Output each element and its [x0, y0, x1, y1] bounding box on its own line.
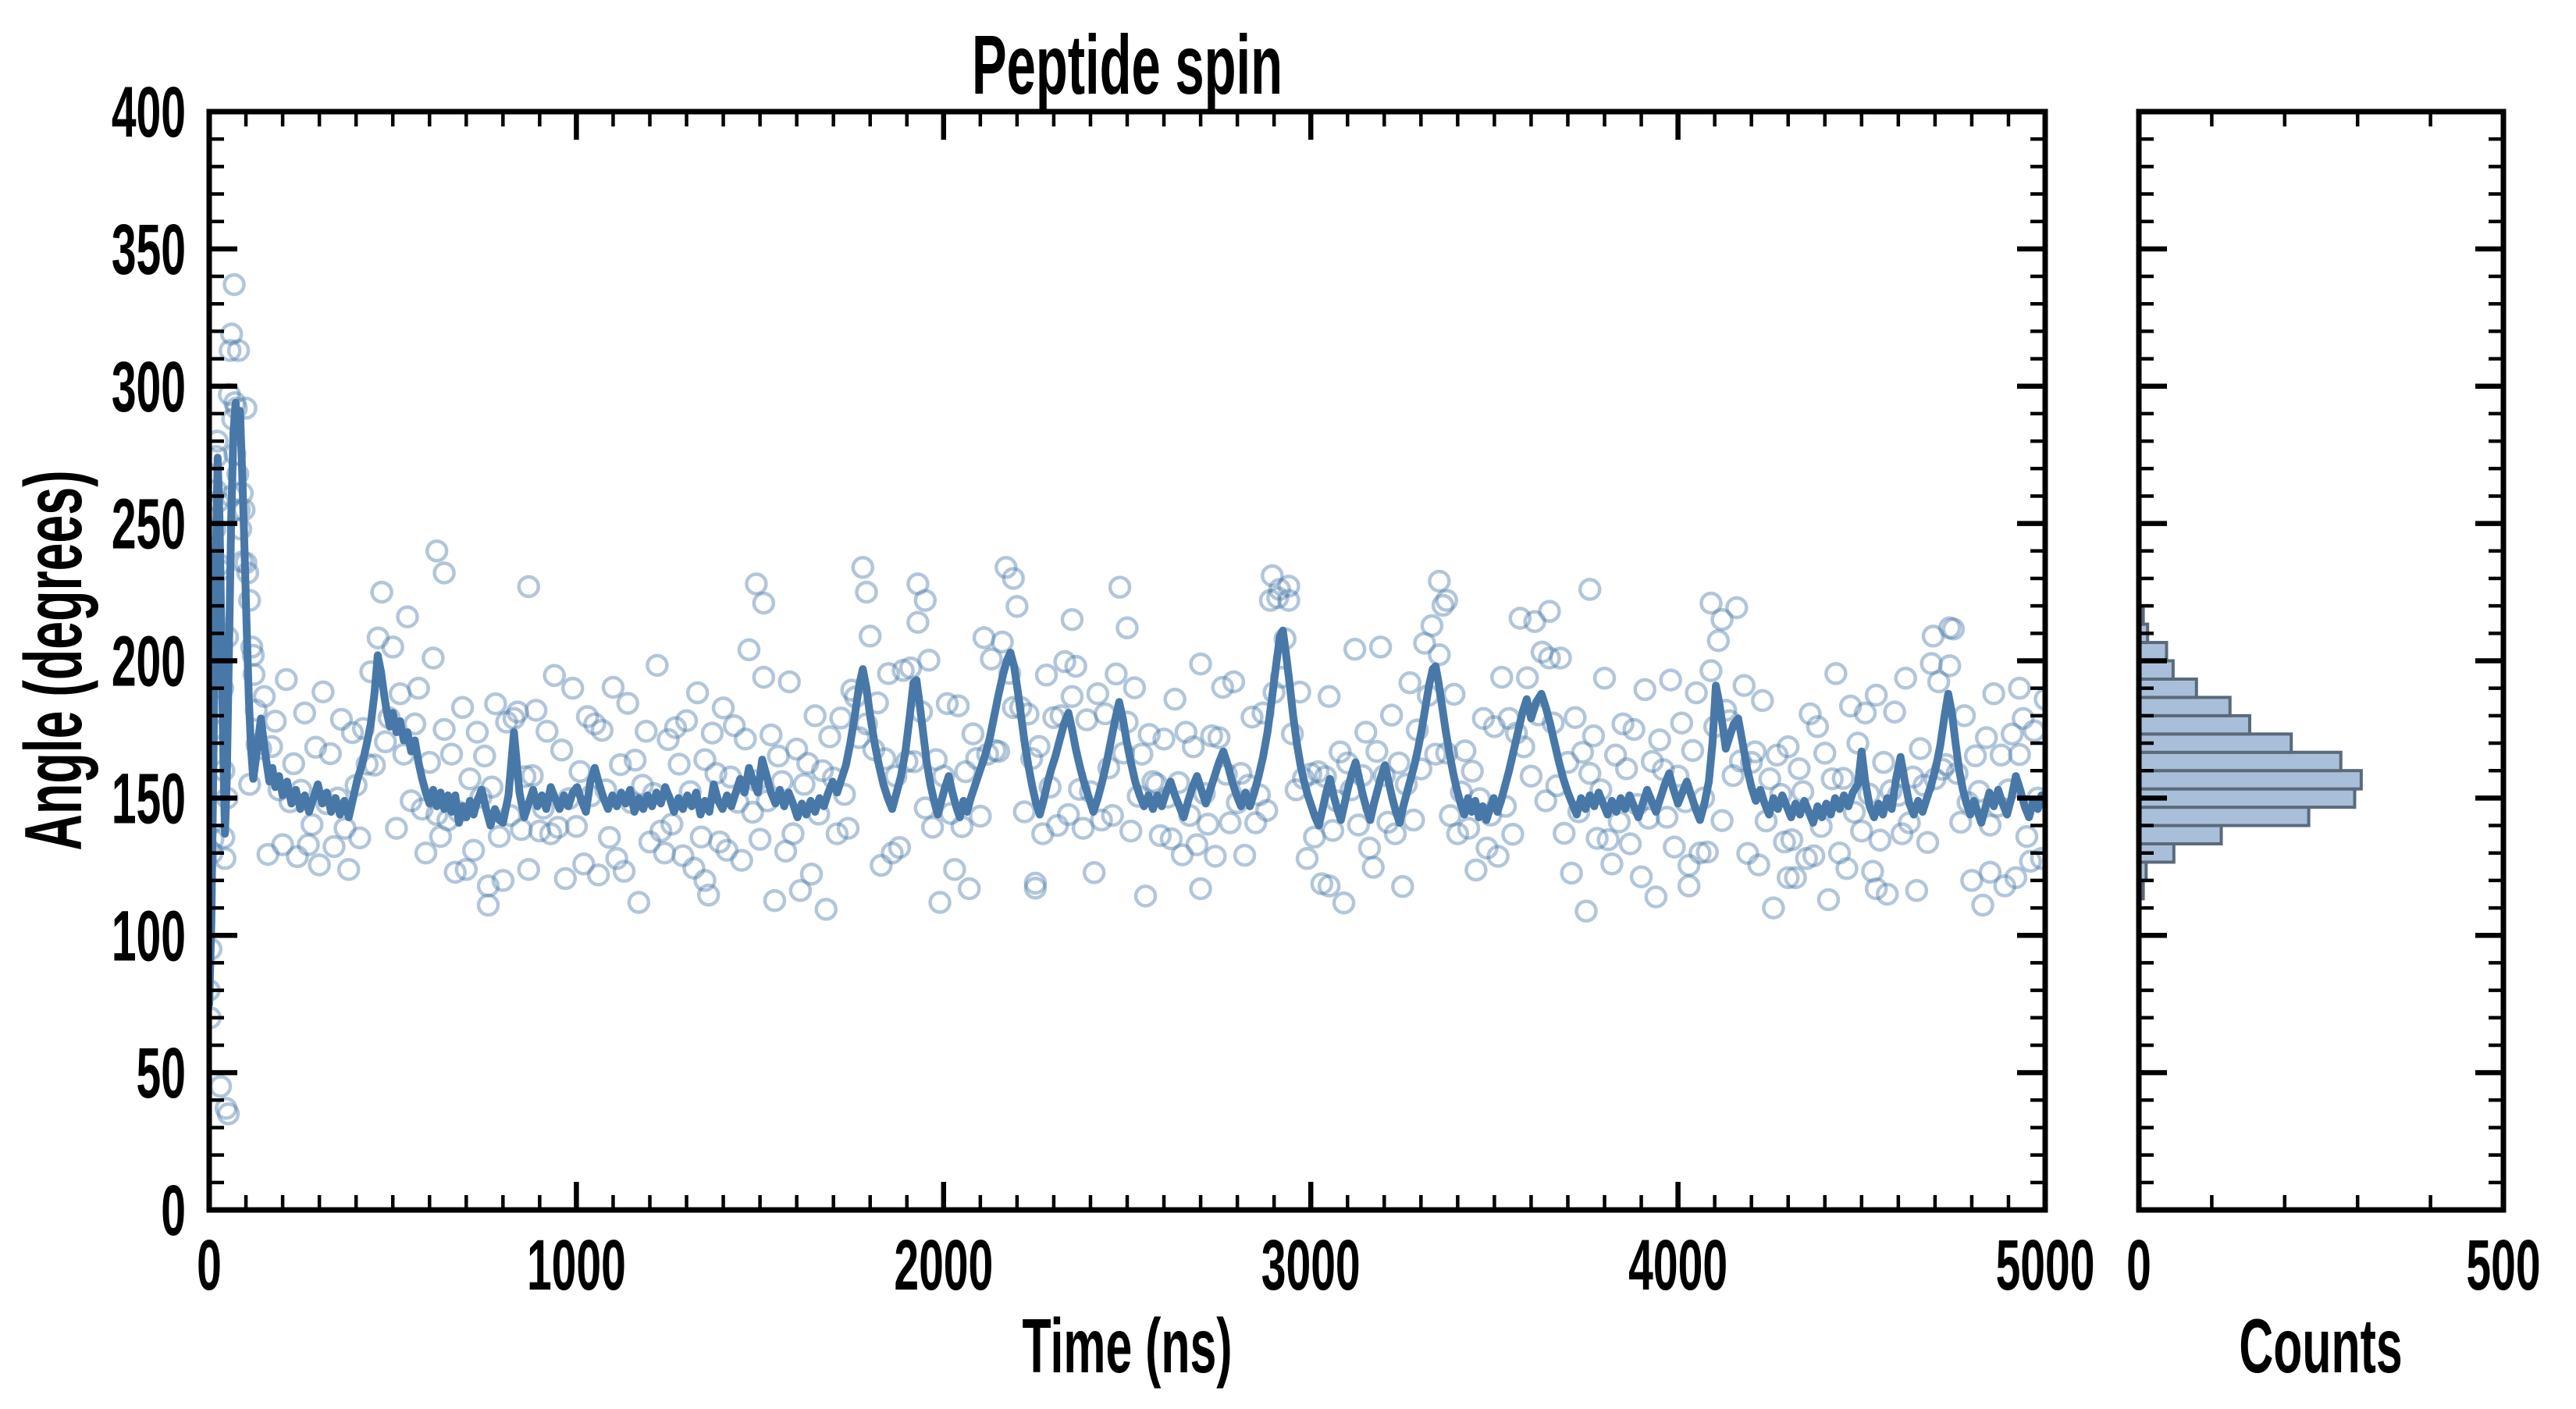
y-axis-label: Angle (degrees) [9, 470, 98, 850]
svg-text:500: 500 [2466, 1226, 2540, 1305]
svg-text:400: 400 [112, 73, 186, 152]
svg-text:4000: 4000 [1628, 1226, 1727, 1305]
plot-title-group: Peptide spin [972, 19, 1283, 112]
svg-text:100: 100 [112, 897, 186, 977]
svg-text:2000: 2000 [894, 1226, 993, 1305]
histogram-panel: 0 500 [2126, 109, 2541, 1305]
svg-text:350: 350 [112, 210, 186, 290]
mean-line [209, 398, 2045, 1009]
svg-text:250: 250 [112, 485, 186, 564]
svg-text:0: 0 [161, 1171, 186, 1251]
histogram-bars [2139, 604, 2363, 901]
main-tick-labels: 0 1000 2000 3000 4000 5000 0 50 100 150 200 250 300 3… [112, 73, 2095, 1305]
svg-text:150: 150 [112, 760, 186, 839]
y-axis-label-group: Angle (degrees) [9, 470, 98, 850]
svg-text:1000: 1000 [527, 1226, 626, 1305]
hist-axes-frame [2136, 109, 2507, 1213]
svg-text:200: 200 [112, 622, 186, 702]
hist-tick-labels: 0 500 [2126, 1226, 2540, 1305]
hist-x-axis-label-group: Counts [2239, 1304, 2402, 1389]
svg-text:0: 0 [197, 1226, 222, 1305]
svg-text:50: 50 [137, 1034, 186, 1113]
svg-text:3000: 3000 [1261, 1226, 1361, 1305]
main-axes-frame [206, 109, 2048, 1213]
svg-text:5000: 5000 [1996, 1226, 2095, 1305]
main-plot: 0 1000 2000 3000 4000 5000 0 50 100 150 200 250 300 3… [112, 73, 2095, 1305]
hist-x-axis-label: Counts [2239, 1304, 2402, 1389]
svg-text:0: 0 [2126, 1226, 2151, 1305]
x-axis-label: Time (ns) [1023, 1304, 1233, 1389]
x-axis-label-group: Time (ns) [1023, 1304, 1233, 1389]
svg-text:300: 300 [112, 347, 186, 427]
plot-title: Peptide spin [972, 19, 1283, 112]
